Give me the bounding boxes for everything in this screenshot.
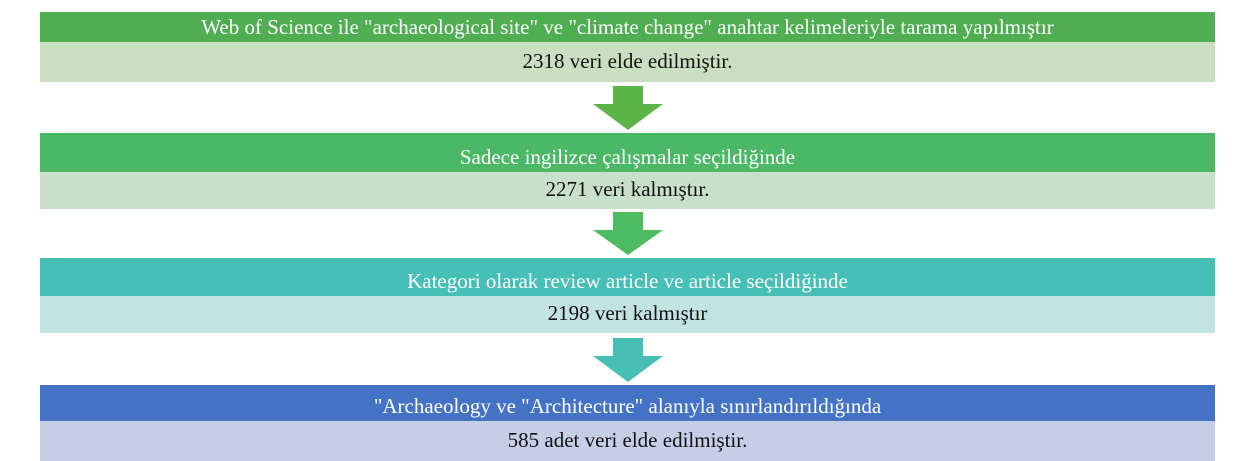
step-result: 585 adet veri elde edilmiştir. bbox=[40, 421, 1215, 461]
step-title: Web of Science ile "archaeological site"… bbox=[40, 12, 1215, 42]
step-title: Kategori olarak review article ve articl… bbox=[40, 258, 1215, 296]
step-title: "Archaeology ve "Architecture" alanıyla … bbox=[40, 385, 1215, 421]
step-result: 2318 veri elde edilmiştir. bbox=[40, 42, 1215, 82]
step-title: Sadece ingilizce çalışmalar seçildiğinde bbox=[40, 133, 1215, 172]
step-result: 2271 veri kalmıştır. bbox=[40, 172, 1215, 209]
arrow bbox=[593, 86, 663, 130]
step-result: 2198 veri kalmıştır bbox=[40, 296, 1215, 333]
arrow bbox=[593, 338, 663, 382]
arrow bbox=[593, 212, 663, 255]
